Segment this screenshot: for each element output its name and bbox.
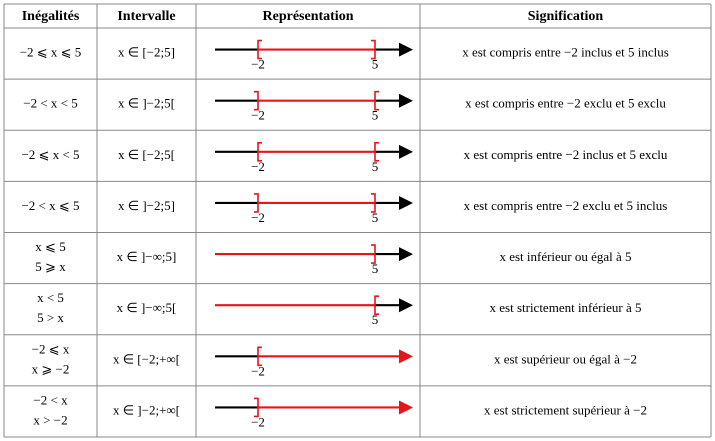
inequality: −2 < x — [33, 392, 68, 407]
axis-label: −2 — [251, 159, 265, 174]
axis-label: −2 — [251, 210, 265, 225]
inequality: −2 ⩽ x ⩽ 5 — [20, 45, 82, 60]
bracket — [371, 244, 376, 264]
arrow-head — [399, 195, 413, 210]
header-cell: Signification — [528, 9, 604, 24]
bracket — [371, 39, 376, 60]
meaning: x est supérieur ou égal à −2 — [494, 351, 637, 366]
arrow-head — [399, 93, 413, 108]
bracket — [374, 90, 379, 111]
inequality: −2 ⩽ x — [32, 341, 70, 356]
inequality: x ⩽ 5 — [35, 239, 65, 254]
arrow-head — [399, 247, 413, 262]
inequality: −2 < x ⩽ 5 — [21, 198, 79, 213]
bracket — [257, 39, 262, 60]
axis-label: 5 — [372, 312, 379, 327]
axis-label: −2 — [251, 414, 265, 429]
header-cell: Intervalle — [117, 9, 175, 24]
interval: x ∈ ]−∞;5[ — [117, 300, 177, 315]
axis-label: −2 — [251, 363, 265, 378]
inequality: −2 < x < 5 — [23, 96, 78, 111]
interval: x ∈ [−2;5[ — [118, 147, 175, 162]
arrow-head — [399, 400, 413, 415]
bracket — [254, 90, 259, 111]
bracket — [254, 193, 259, 213]
bracket — [374, 295, 379, 315]
meaning: x est compris entre −2 inclus et 5 inclu… — [462, 45, 669, 60]
interval: x ∈ ]−2;5[ — [118, 96, 175, 111]
arrow-head — [399, 42, 413, 57]
meaning: x est strictement inférieur à 5 — [490, 300, 642, 315]
interval: x ∈ [−2;5] — [118, 45, 175, 60]
inequality: x > −2 — [33, 412, 67, 427]
header-bg — [4, 4, 711, 28]
meaning: x est compris entre −2 inclus et 5 exclu — [464, 147, 668, 162]
meaning: x est compris entre −2 exclu et 5 exclu — [465, 96, 666, 111]
axis-label: 5 — [372, 210, 379, 225]
header-cell: Inégalités — [22, 9, 80, 24]
inequality: x < 5 — [37, 290, 64, 305]
axis-label: 5 — [372, 108, 379, 123]
meaning: x est strictement supérieur à −2 — [484, 402, 647, 417]
inequality: −2 ⩽ x < 5 — [21, 147, 79, 162]
bracket — [371, 193, 376, 213]
arrow-head — [399, 349, 413, 364]
bracket — [374, 142, 379, 162]
axis-label: 5 — [372, 159, 379, 174]
meaning: x est inférieur ou égal à 5 — [499, 249, 631, 264]
inequality: 5 > x — [37, 310, 64, 325]
bracket — [254, 397, 259, 418]
arrow-head — [399, 298, 413, 313]
axis-label: −2 — [251, 108, 265, 123]
meaning: x est compris entre −2 exclu et 5 inclus — [464, 198, 668, 213]
arrow-head — [399, 144, 413, 159]
interval: x ∈ ]−2;+∞[ — [113, 402, 180, 417]
inequality: x ⩾ −2 — [32, 361, 70, 376]
axis-label: −2 — [251, 57, 265, 72]
interval: x ∈ [−2;+∞[ — [113, 351, 180, 366]
bracket — [257, 142, 262, 162]
axis-label: 5 — [372, 261, 379, 276]
bracket — [257, 346, 262, 367]
axis-label: 5 — [372, 57, 379, 72]
interval: x ∈ ]−∞;5] — [117, 249, 177, 264]
inequality: 5 ⩾ x — [35, 259, 66, 274]
interval: x ∈ ]−2;5] — [118, 198, 175, 213]
header-cell: Représentation — [263, 9, 354, 24]
